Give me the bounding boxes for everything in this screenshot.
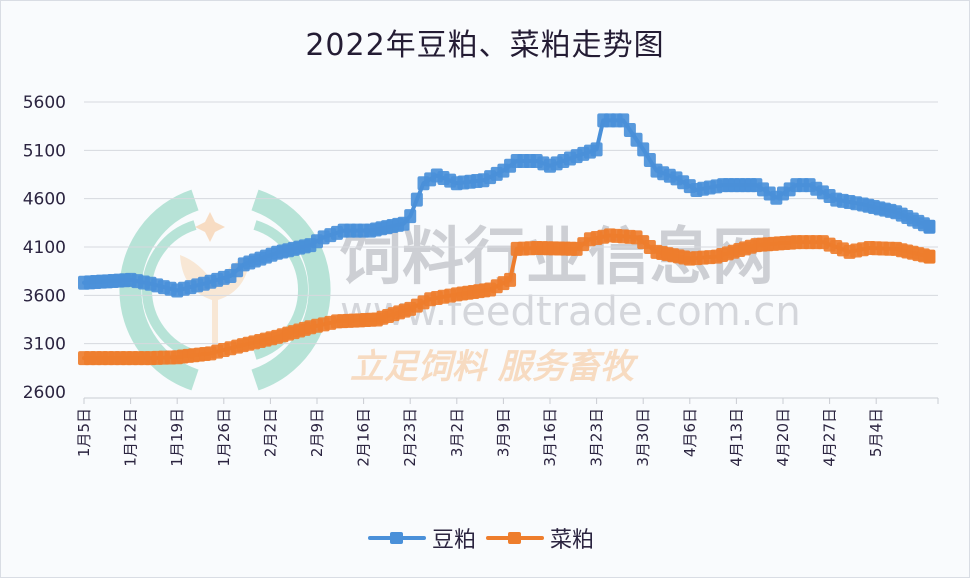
x-tick-label: 4月13日 bbox=[727, 408, 745, 467]
legend-label-rapeseed-meal: 菜粕 bbox=[550, 528, 595, 553]
data-point-marker bbox=[923, 249, 936, 264]
data-point-marker bbox=[643, 153, 656, 167]
y-tick-label: 3600 bbox=[23, 286, 66, 306]
y-axis-labels: 2600 3100 3600 4100 4600 5100 5600 bbox=[23, 93, 66, 403]
data-point-marker bbox=[923, 219, 936, 234]
series-soymeal bbox=[78, 113, 936, 298]
watermark-slogan: 立足饲料 服务畜牧 bbox=[350, 347, 639, 387]
y-tick-label: 2600 bbox=[23, 383, 66, 403]
x-tick-label: 3月9日 bbox=[494, 408, 512, 457]
x-tick-label: 1月12日 bbox=[122, 408, 140, 467]
data-point-marker bbox=[590, 142, 603, 157]
x-tick-label: 3月23日 bbox=[588, 408, 606, 467]
x-tick-label: 1月5日 bbox=[75, 408, 93, 457]
legend: 豆粕 菜粕 bbox=[368, 522, 594, 554]
x-tick-label: 3月16日 bbox=[541, 408, 559, 467]
y-tick-label: 5100 bbox=[23, 141, 66, 161]
x-tick-label: 1月26日 bbox=[215, 408, 233, 467]
y-tick-label: 4100 bbox=[23, 238, 66, 258]
series-rapeseed-meal bbox=[78, 228, 936, 366]
x-tick-label: 1月19日 bbox=[168, 408, 186, 467]
legend-item-soymeal[interactable]: 豆粕 bbox=[368, 522, 476, 554]
y-tick-label: 5600 bbox=[23, 93, 66, 113]
legend-swatch-rapeseed-meal-icon bbox=[486, 531, 545, 545]
x-tick-label: 4月20日 bbox=[774, 408, 792, 467]
x-tick-label: 5月4日 bbox=[867, 408, 885, 457]
data-point-marker bbox=[504, 272, 517, 287]
x-tick-label: 4月27日 bbox=[821, 408, 839, 467]
chart-title: 2022年豆粕、菜粕走势图 bbox=[305, 28, 665, 63]
data-point-marker bbox=[404, 209, 417, 224]
y-tick-label: 4600 bbox=[23, 190, 66, 210]
legend-item-rapeseed-meal[interactable]: 菜粕 bbox=[486, 522, 594, 554]
x-tick-label: 2月16日 bbox=[355, 408, 373, 467]
data-point-marker bbox=[410, 192, 423, 207]
x-tick-label: 2月2日 bbox=[261, 408, 279, 457]
x-axis: 1月5日 1月12日 1月19日 1月26日 2月2日 2月9日 2月16日 2月23日 3月2… bbox=[75, 397, 939, 467]
legend-swatch-soymeal-icon bbox=[368, 531, 426, 545]
y-tick-label: 3100 bbox=[23, 335, 66, 355]
data-series bbox=[78, 113, 936, 366]
x-tick-label: 3月30日 bbox=[634, 408, 652, 467]
x-tick-label: 4月6日 bbox=[681, 408, 699, 457]
x-tick-label: 3月2日 bbox=[448, 408, 466, 457]
legend-label-soymeal: 豆粕 bbox=[432, 528, 477, 553]
x-tick-label: 2月9日 bbox=[308, 408, 326, 457]
x-tick-label: 2月23日 bbox=[401, 408, 419, 467]
data-point-marker bbox=[637, 142, 650, 157]
